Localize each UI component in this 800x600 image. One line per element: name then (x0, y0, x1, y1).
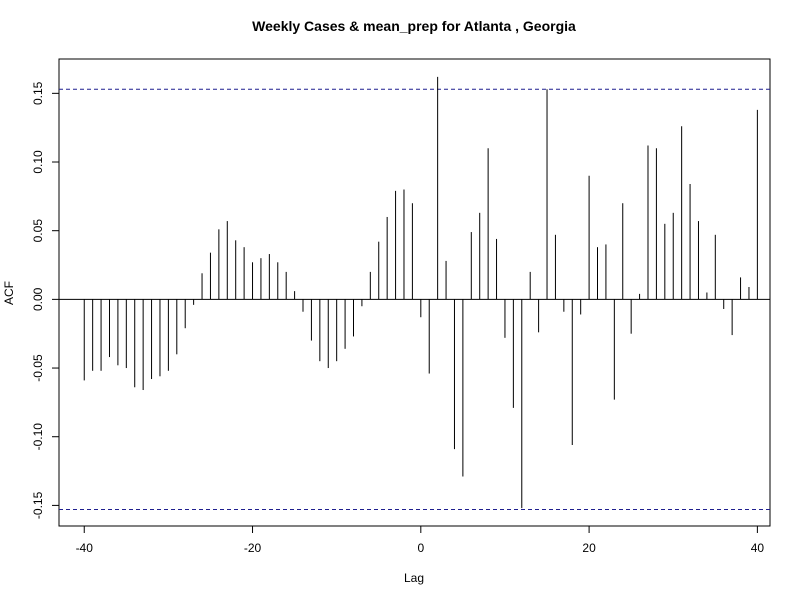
y-tick-label: -0.10 (31, 423, 45, 451)
plot-frame (58, 58, 771, 527)
chart-title: Weekly Cases & mean_prep for Atlanta , G… (252, 18, 576, 34)
x-tick-label: 0 (417, 541, 424, 555)
y-tick-label: 0.10 (31, 150, 45, 174)
y-tick-label: 0.00 (31, 287, 45, 311)
x-tick-label: -40 (76, 541, 94, 555)
x-tick-label: 20 (582, 541, 596, 555)
y-axis-label: ACF (2, 281, 16, 305)
x-axis-label: Lag (404, 571, 424, 585)
x-tick-label: 40 (751, 541, 765, 555)
x-axis: -40 -20 0 20 40 (76, 525, 765, 555)
y-tick-label: -0.15 (31, 491, 45, 519)
y-tick-label: 0.15 (31, 81, 45, 105)
y-axis: -0.15 -0.10 -0.05 0.00 0.05 0.10 0.15 (31, 81, 60, 519)
y-tick-label: -0.05 (31, 354, 45, 382)
y-tick-label: 0.05 (31, 219, 45, 243)
acf-bars (83, 76, 758, 509)
x-tick-label: -20 (244, 541, 262, 555)
